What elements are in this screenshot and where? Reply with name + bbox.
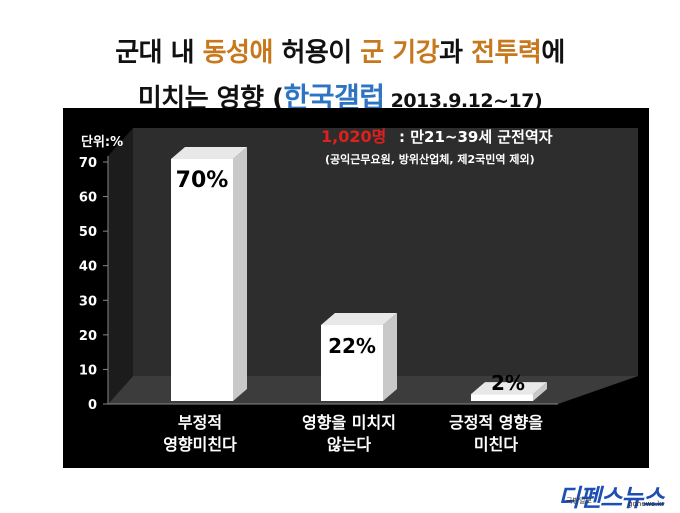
bar-value-label: 2% (491, 371, 525, 395)
title-part-7: 에 (541, 38, 565, 68)
y-tick-group: 0 10 20 30 40 50 60 70 (79, 156, 108, 413)
bars-group: 70% 22% 2% (171, 147, 547, 401)
bar-front (321, 324, 383, 401)
bar-value-label: 22% (328, 334, 376, 358)
annotation-desc: : 만21~39세 군전역자 (399, 128, 553, 146)
bar-top (171, 147, 247, 159)
x-category-label: 않는다 (327, 435, 371, 454)
title-part-3: 허용이 (272, 38, 361, 68)
y-tick-label: 70 (79, 156, 97, 171)
bar-side (533, 382, 547, 401)
x-category-label: 부정적 (178, 413, 222, 432)
bar-2 (321, 312, 397, 401)
title-line-1: 군대 내 동성애 허용이 군 기강과 전투력에 (0, 32, 680, 69)
bar-1 (171, 147, 247, 401)
news-logo: 디펜스뉴스 국방일보 gdnews.kr (558, 478, 678, 512)
y-tick-label: 0 (88, 398, 97, 413)
y-tick-label: 10 (79, 363, 97, 378)
title-date: 2013.9.12~17) (384, 90, 543, 112)
bar-front (171, 159, 233, 401)
bar-value-label: 70% (176, 168, 229, 193)
y-tick-label: 40 (79, 260, 97, 275)
unit-label: 단위:% (81, 134, 123, 150)
logo-sub: 국방일보 (566, 497, 592, 505)
logo-url: gdnews.kr (628, 500, 665, 508)
annotation-note: (공익근무요원, 방위산업체, 제2국민역 제외) (325, 152, 535, 166)
bar-side (383, 312, 397, 401)
bar-top (471, 382, 547, 395)
chart-left-wall (108, 128, 133, 404)
chart-back-wall (133, 128, 638, 376)
bar-top (321, 312, 397, 325)
annotation-count: 1,020명 (321, 127, 386, 146)
logo-main: 디펜스뉴스 (558, 484, 664, 512)
y-tick-label: 50 (79, 225, 97, 240)
title-line-2: 미치는 영향 (한국갤럽 2013.9.12~17) (0, 76, 680, 116)
title-part-5: 과 (439, 38, 472, 68)
y-tick-label: 60 (79, 191, 97, 206)
title-part-4: 군 기강 (360, 38, 440, 68)
y-tick-label: 30 (79, 294, 97, 309)
x-category-label: 긍정적 영향을 (449, 413, 543, 432)
bar-front (471, 394, 533, 401)
y-tick-label: 20 (79, 329, 97, 344)
title-part-2: 동성애 (202, 38, 274, 68)
x-category-label: 영향을 미치지 (302, 413, 396, 432)
title-part-6: 전투력 (471, 38, 542, 68)
bar-side (233, 147, 247, 401)
title-part-1: 군대 내 (115, 38, 203, 68)
x-category-label: 미친다 (474, 435, 518, 454)
x-category-label: 영향미친다 (163, 435, 237, 454)
bar-3 (471, 382, 547, 401)
